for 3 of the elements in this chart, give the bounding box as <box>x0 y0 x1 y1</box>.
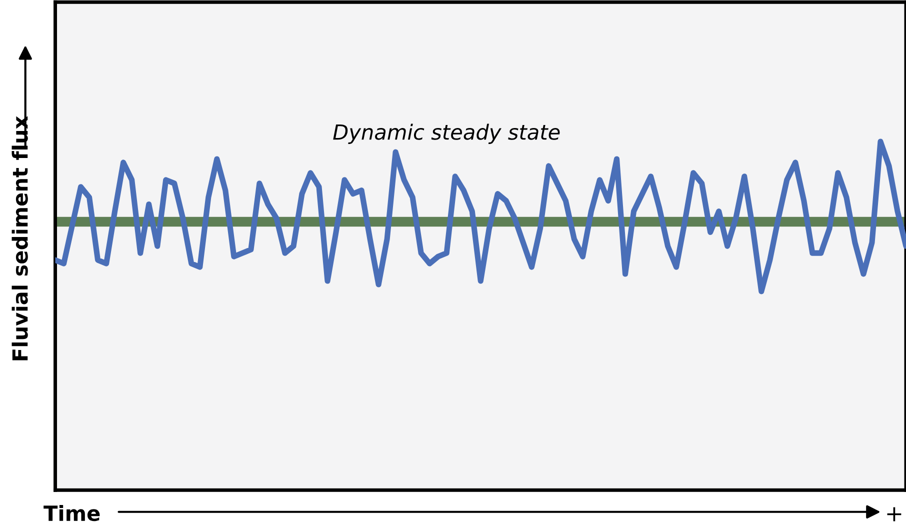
annotation: Dynamic steady state <box>333 124 560 144</box>
text: + <box>887 507 902 522</box>
x-axis-title: Time <box>44 504 100 522</box>
